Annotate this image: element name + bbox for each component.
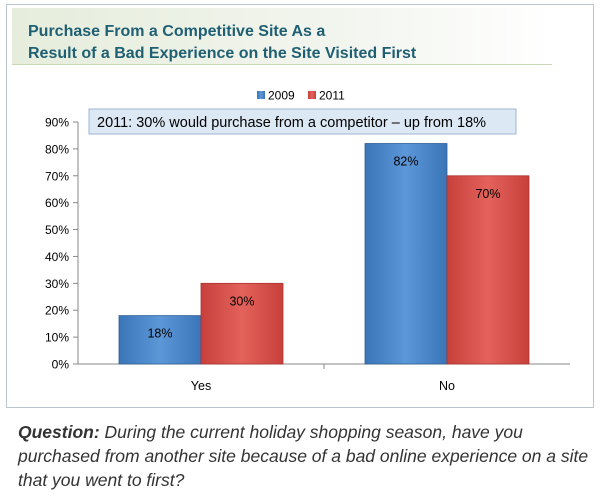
bar-data-label: 70%	[475, 187, 500, 201]
bar-2009-no	[364, 143, 448, 365]
bar-data-label: 18%	[147, 327, 172, 341]
y-tick-label: 30%	[45, 277, 69, 291]
caption-text: During the current holiday shopping seas…	[18, 422, 589, 490]
y-tick-label: 10%	[45, 331, 69, 345]
legend-label-2009: 2009	[268, 89, 295, 103]
legend-swatch-2011	[308, 91, 316, 99]
bar-2011-no	[446, 175, 530, 365]
y-tick-label: 40%	[45, 250, 69, 264]
chart-title-line-2: Result of a Bad Experience on the Site V…	[28, 45, 417, 62]
y-tick-label: 90%	[45, 116, 69, 130]
bar-2009-yes	[118, 315, 202, 365]
y-tick-label: 60%	[45, 196, 69, 210]
bar-2011-yes	[200, 282, 284, 365]
bar-data-label: 82%	[393, 155, 418, 169]
y-tick-label: 70%	[45, 169, 69, 183]
y-tick-label: 20%	[45, 304, 69, 318]
y-tick-label: 80%	[45, 142, 69, 156]
annotation-text: 2011: 30% would purchase from a competit…	[97, 115, 486, 131]
x-category-label: No	[439, 379, 455, 393]
chart-title-bar: Purchase From a Competitive Site As a Re…	[12, 8, 552, 64]
bar-chart: 0% 10% 20% 30% 40% 50% 60% 70% 80% 90% Yes No 18% 30…	[45, 89, 570, 393]
title-divider	[12, 64, 552, 65]
x-category-label: Yes	[191, 379, 211, 393]
y-tick-label: 50%	[45, 223, 69, 237]
legend-swatch-2009	[257, 91, 265, 99]
bars-group: 18% 30% 82% 70%	[118, 143, 530, 365]
annotation-box-bg	[88, 108, 517, 135]
annotation-box: 2011: 30% would purchase from a competit…	[88, 108, 517, 135]
bar-data-label: 30%	[229, 294, 254, 308]
y-tick-label: 0%	[52, 358, 70, 372]
legend-label-2011: 2011	[319, 89, 345, 103]
legend: 2009 2011	[257, 89, 345, 103]
question-caption: Question: During the current holiday sho…	[18, 420, 593, 492]
caption-label: Question:	[18, 422, 100, 442]
chart-title-line-1: Purchase From a Competitive Site As a	[28, 23, 326, 40]
